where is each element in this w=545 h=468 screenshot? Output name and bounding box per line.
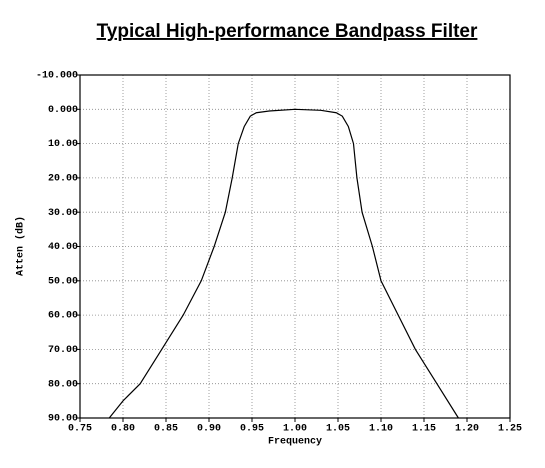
x-tick-label: 0.80 [111, 424, 135, 435]
x-tick-label: 0.85 [154, 424, 178, 435]
y-tick-label: 50.00 [48, 276, 78, 287]
x-tick-label: 0.95 [240, 424, 264, 435]
x-tick-label: 1.05 [326, 424, 350, 435]
y-tick-label: 30.00 [48, 208, 78, 219]
y-tick-label: 10.00 [48, 139, 78, 150]
y-tick-label: 60.00 [48, 311, 78, 322]
y-axis-label: Atten (dB) [15, 216, 27, 276]
y-tick-label: -10.000 [36, 71, 78, 82]
y-tick-label: 20.00 [48, 174, 78, 185]
line-series [108, 108, 459, 419]
x-tick-label: 1.20 [455, 424, 479, 435]
x-tick-label: 1.00 [283, 424, 307, 435]
x-tick-label: 1.10 [369, 424, 393, 435]
y-tick-label: 80.00 [48, 379, 78, 390]
x-tick-label: 1.25 [498, 424, 522, 435]
x-tick-label: 1.15 [412, 424, 436, 435]
x-tick-label: 0.75 [68, 424, 92, 435]
y-tick-label: 70.00 [48, 345, 78, 356]
chart-title: Typical High-performance Bandpass Filter [97, 21, 478, 42]
y-tick-label: 0.000 [48, 105, 78, 116]
x-tick-label: 0.90 [197, 424, 221, 435]
x-axis-label: Frequency [268, 437, 322, 448]
y-tick-label: 90.00 [48, 414, 78, 425]
y-tick-label: 40.00 [48, 242, 78, 253]
plot-frame [79, 74, 511, 419]
